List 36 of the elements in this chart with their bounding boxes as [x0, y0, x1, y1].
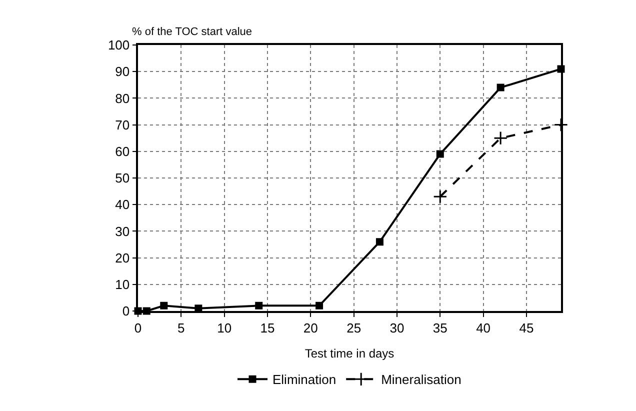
y-tick-label: 40 — [115, 197, 130, 212]
x-tick-label: 45 — [519, 320, 534, 336]
point — [160, 302, 168, 310]
y-tick-label: 70 — [115, 117, 130, 132]
x-tick-label: 0 — [134, 320, 142, 336]
x-tick-label: 30 — [390, 320, 404, 336]
legend-label: Mineralisation — [381, 372, 462, 388]
y-tick-label: 20 — [115, 250, 130, 266]
x-axis-title: Test time in days — [304, 346, 394, 361]
y-tick-label: 10 — [115, 276, 130, 292]
legend-label: Elimination — [272, 372, 336, 388]
point — [496, 84, 504, 92]
y-tick-label: 100 — [108, 38, 130, 53]
y-tick-label: 60 — [115, 144, 130, 159]
point — [376, 238, 384, 246]
y-tick-label: 30 — [115, 224, 130, 239]
point — [255, 302, 263, 310]
point — [494, 131, 508, 146]
y-axis-title: % of the TOC start value — [132, 26, 252, 38]
point — [433, 190, 448, 204]
point — [142, 307, 150, 315]
y-tick-label: 0 — [122, 304, 130, 319]
point — [316, 302, 324, 310]
y-tick-label: 80 — [115, 90, 130, 106]
x-tick-label: 25 — [346, 320, 362, 336]
x-tick-label: 10 — [217, 320, 232, 336]
y-tick-label: 50 — [115, 170, 130, 186]
point — [436, 150, 444, 158]
x-tick-label: 15 — [260, 320, 275, 336]
point — [134, 307, 142, 315]
x-tick-label: 35 — [432, 320, 448, 336]
x-tick-label: 5 — [178, 320, 185, 336]
x-tick-label: 20 — [303, 320, 318, 336]
x-tick-label: 40 — [476, 320, 491, 336]
point — [557, 65, 565, 73]
y-tick-label: 90 — [115, 64, 130, 80]
